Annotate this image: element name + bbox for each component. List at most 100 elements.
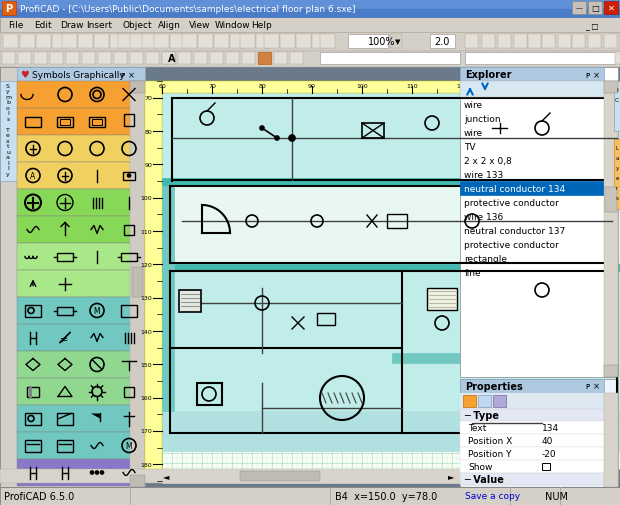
- Text: 90: 90: [144, 163, 152, 168]
- Bar: [0, 82, 17, 182]
- Text: ♥: ♥: [20, 70, 29, 80]
- Bar: [0, 68, 145, 487]
- Text: o: o: [6, 105, 10, 110]
- Text: s: s: [616, 195, 618, 200]
- Bar: [0, 469, 460, 483]
- Bar: [198, 35, 213, 49]
- Bar: [162, 94, 620, 182]
- Text: 80: 80: [144, 129, 152, 134]
- Circle shape: [91, 471, 94, 474]
- Bar: [460, 379, 604, 393]
- Bar: [280, 35, 295, 49]
- Text: 100: 100: [140, 196, 152, 201]
- Bar: [145, 82, 162, 481]
- Text: 130: 130: [140, 295, 152, 300]
- Text: 90: 90: [308, 84, 316, 89]
- Bar: [124, 387, 134, 397]
- Bar: [130, 475, 145, 487]
- Bar: [17, 351, 145, 378]
- Bar: [17, 432, 145, 459]
- Bar: [18, 53, 31, 65]
- Bar: [240, 471, 320, 481]
- Bar: [17, 405, 145, 432]
- Text: wire 133: wire 133: [464, 170, 503, 179]
- Bar: [588, 2, 602, 15]
- Bar: [572, 35, 585, 49]
- Bar: [460, 421, 618, 434]
- Bar: [130, 53, 143, 65]
- Bar: [20, 35, 35, 49]
- Bar: [57, 253, 73, 261]
- Bar: [0, 0, 620, 9]
- Text: Align: Align: [158, 21, 181, 30]
- Bar: [121, 305, 137, 317]
- Bar: [558, 35, 571, 49]
- Text: L: L: [616, 145, 619, 150]
- Bar: [296, 35, 311, 49]
- Text: —: —: [575, 6, 583, 12]
- Bar: [604, 35, 617, 49]
- Circle shape: [289, 136, 295, 142]
- Bar: [463, 395, 476, 407]
- Bar: [542, 463, 550, 470]
- Bar: [162, 187, 620, 265]
- Text: B4  x=150.0  y=78.0: B4 x=150.0 y=78.0: [335, 491, 437, 501]
- Text: a: a: [6, 155, 10, 160]
- Bar: [194, 53, 207, 65]
- Bar: [36, 35, 51, 49]
- Circle shape: [260, 127, 264, 131]
- Text: neutral conductor 134: neutral conductor 134: [464, 184, 565, 193]
- Bar: [387, 215, 407, 229]
- Bar: [0, 0, 620, 18]
- Text: Insert: Insert: [86, 21, 112, 30]
- Bar: [460, 487, 618, 505]
- Bar: [226, 53, 239, 65]
- Text: x: x: [6, 138, 10, 143]
- Polygon shape: [91, 414, 100, 419]
- Bar: [17, 109, 145, 136]
- Text: 140: 140: [556, 84, 568, 89]
- Bar: [57, 307, 73, 315]
- Text: Draw: Draw: [60, 21, 84, 30]
- Text: 100: 100: [356, 84, 368, 89]
- Text: C: C: [615, 97, 619, 103]
- Bar: [170, 35, 185, 49]
- Text: Text: Text: [468, 423, 486, 432]
- Bar: [258, 53, 271, 65]
- Bar: [390, 35, 402, 49]
- Bar: [604, 393, 618, 487]
- Bar: [66, 53, 79, 65]
- Bar: [179, 290, 201, 313]
- Bar: [312, 35, 327, 49]
- Bar: [89, 117, 105, 127]
- Text: Help: Help: [251, 21, 272, 30]
- Text: M: M: [126, 441, 132, 450]
- Bar: [17, 459, 145, 486]
- Bar: [178, 53, 191, 65]
- Bar: [460, 434, 618, 447]
- Bar: [290, 53, 303, 65]
- Bar: [25, 117, 41, 127]
- Bar: [258, 53, 271, 65]
- Text: 100%: 100%: [368, 37, 396, 47]
- Text: y: y: [6, 89, 10, 94]
- Bar: [17, 217, 145, 243]
- Text: Object: Object: [122, 21, 152, 30]
- Text: m: m: [5, 94, 11, 99]
- Text: 120: 120: [456, 84, 468, 89]
- Bar: [130, 82, 145, 94]
- Bar: [162, 272, 174, 411]
- Bar: [25, 440, 41, 451]
- Bar: [0, 18, 620, 33]
- Text: line: line: [464, 268, 480, 277]
- Bar: [605, 188, 617, 213]
- Text: l: l: [7, 160, 9, 165]
- Bar: [498, 35, 511, 49]
- Bar: [460, 68, 604, 82]
- Bar: [17, 82, 145, 109]
- Text: e: e: [6, 133, 10, 138]
- Text: protective conductor: protective conductor: [464, 240, 559, 249]
- Bar: [542, 35, 555, 49]
- Bar: [34, 53, 47, 65]
- Bar: [214, 35, 229, 49]
